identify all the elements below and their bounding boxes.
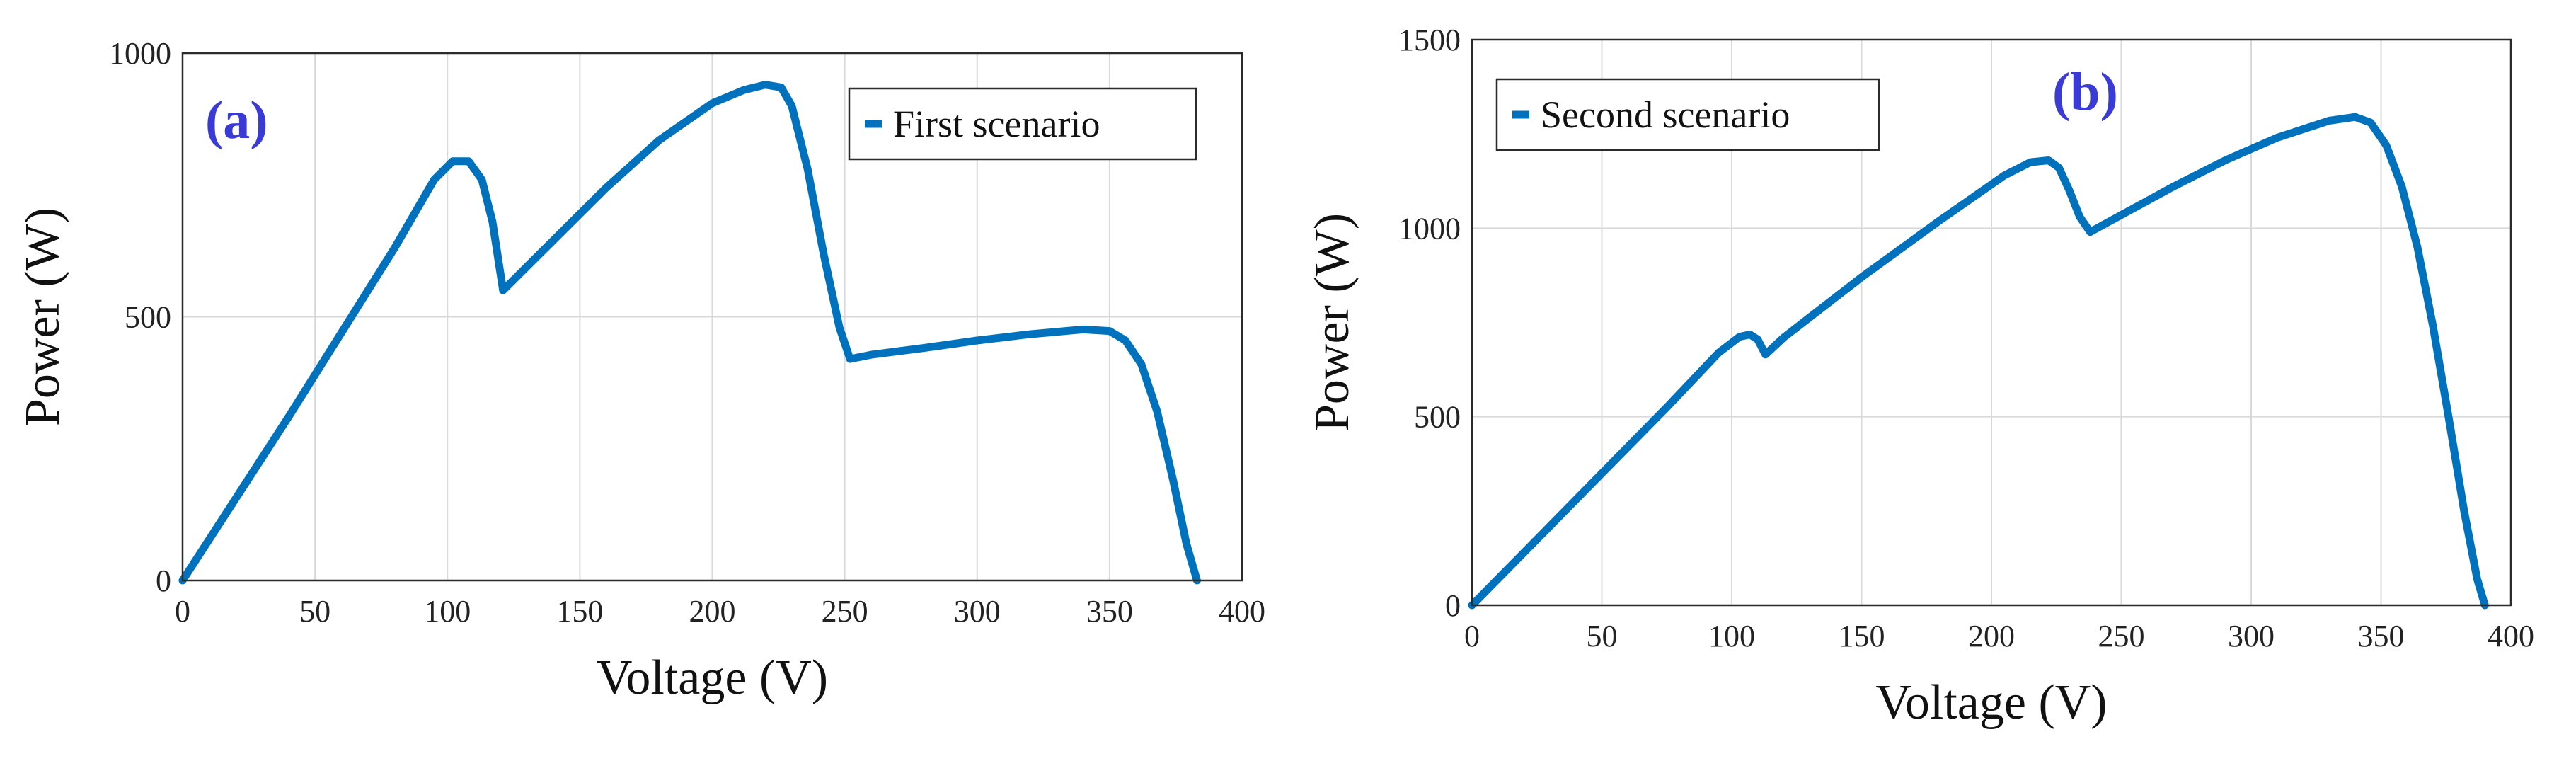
- plot-frame-b: [1471, 38, 2512, 607]
- legend-b: Second scenario: [1495, 78, 1880, 151]
- x-tick-labels-b: 0 50 100 150 200 250 300 350 400: [1464, 619, 2534, 653]
- y-axis-label-b: Power (W): [1305, 213, 1359, 432]
- legend-entry-a: First scenario: [893, 103, 1100, 145]
- x-tick-label-b-1: 50: [1587, 619, 1618, 653]
- x-tick-label-a-4: 200: [689, 594, 736, 629]
- y-tick-label-a-1: 500: [125, 300, 171, 335]
- legend-box-b: [1495, 78, 1880, 151]
- x-tick-label-a-5: 250: [822, 594, 868, 629]
- x-axis-label-b: Voltage (V): [1875, 675, 2107, 730]
- x-tick-label-b-7: 350: [2358, 619, 2405, 653]
- chart-panel-b: 0 50 100 150 200 250 300 350 400 0 500 1000 1500 Vo…: [1305, 23, 2534, 730]
- y-tick-label-b-1: 500: [1414, 400, 1461, 435]
- x-tick-label-b-8: 400: [2488, 619, 2534, 653]
- series-layer-b: [1468, 113, 2489, 610]
- x-tick-label-a-2: 100: [424, 594, 471, 629]
- x-tick-label-a-8: 400: [1219, 594, 1265, 629]
- y-tick-labels-b: 0 500 1000 1500: [1398, 23, 1461, 623]
- plot-frame-a: [181, 52, 1243, 582]
- y-axis-label-a: Power (W): [16, 207, 70, 426]
- panel-label-a: (a): [205, 91, 268, 150]
- x-tick-label-a-1: 50: [299, 594, 330, 629]
- legend-box-a: [848, 87, 1197, 161]
- x-tick-label-a-0: 0: [175, 594, 190, 629]
- x-tick-label-b-3: 150: [1839, 619, 1885, 653]
- panel-label-b: (b): [2052, 62, 2118, 122]
- x-tick-label-b-4: 200: [1968, 619, 2015, 653]
- x-tick-label-b-5: 250: [2098, 619, 2145, 653]
- x-tick-label-b-0: 0: [1464, 619, 1480, 653]
- x-tick-labels-a: 0 50 100 150 200 250 300 350 400: [175, 594, 1265, 629]
- series-line-a-0: [178, 81, 1201, 585]
- x-axis-label-a: Voltage (V): [597, 651, 828, 705]
- x-tick-label-b-6: 300: [2228, 619, 2275, 653]
- series-line-b-0: [1468, 113, 2489, 610]
- x-tick-label-a-6: 300: [954, 594, 1001, 629]
- y-tick-label-b-2: 1000: [1398, 211, 1461, 246]
- x-tick-label-b-2: 100: [1708, 619, 1755, 653]
- x-tick-label-a-7: 350: [1086, 594, 1133, 629]
- y-tick-label-b-0: 0: [1445, 588, 1461, 623]
- chart-panel-a: 0 50 100 150 200 250 300 350 400 0 500 1000 Voltag…: [16, 36, 1265, 705]
- legend-entry-b: Second scenario: [1541, 93, 1790, 136]
- y-tick-label-b-3: 1500: [1398, 23, 1461, 57]
- y-tick-label-a-2: 1000: [109, 36, 171, 71]
- x-tick-label-a-3: 150: [556, 594, 603, 629]
- legend-a: First scenario: [848, 87, 1197, 161]
- series-layer-a: [178, 81, 1201, 585]
- y-tick-label-a-0: 0: [156, 564, 171, 598]
- y-tick-labels-a: 0 500 1000: [109, 36, 171, 598]
